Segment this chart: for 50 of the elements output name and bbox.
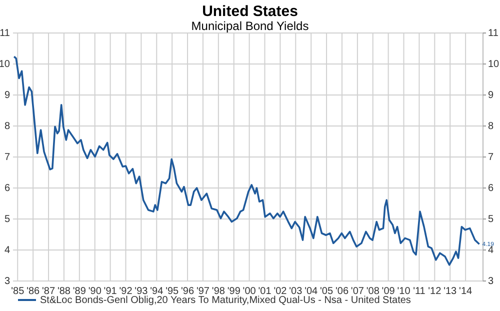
y-tick-label: 8 <box>4 121 10 132</box>
x-tick-label: '90 <box>88 286 102 298</box>
line-series <box>13 56 480 266</box>
y-tick-label: 9 <box>4 90 10 102</box>
y-tick-label: 11 <box>0 28 10 40</box>
x-tick-label: '96 <box>181 286 194 298</box>
x-tick-label: '98 <box>212 286 226 298</box>
x-tick-label: '88 <box>57 286 71 298</box>
y2-tick-label: 5 <box>488 214 494 226</box>
y-tick-label: 10 <box>0 59 10 70</box>
y2-tick-label: 4 <box>488 245 494 256</box>
x-tick-label: '91 <box>104 286 118 298</box>
x-tick-label: '04 <box>304 286 318 298</box>
y-tick-label: 4 <box>4 245 10 256</box>
y2-tick-label: 3 <box>488 276 494 288</box>
y-tick-label: 6 <box>4 183 10 194</box>
x-tick-label: '89 <box>72 286 86 298</box>
y2-tick-label: 9 <box>488 90 494 102</box>
x-tick-label: '94 <box>150 286 164 298</box>
x-tick-label: '86 <box>26 286 40 298</box>
x-tick-label: '92 <box>119 286 133 298</box>
x-tick-label: '14 <box>459 286 472 298</box>
x-tick-label: '12 <box>428 286 442 298</box>
x-tick-label: '85 <box>11 286 25 298</box>
x-tick-label: '07 <box>350 286 364 298</box>
x-tick-label: '10 <box>397 286 411 298</box>
x-tick-label: '97 <box>196 286 210 298</box>
x-tick-label: '95 <box>166 286 180 298</box>
chart-subtitle: Municipal Bond Yields <box>191 19 309 33</box>
y2-tick-label: 11 <box>488 28 499 40</box>
legend-label: St&Loc Bonds-Genl Oblig,20 Years To Maturity,Mixed Qual-Us - Nsa - United States <box>40 295 411 306</box>
x-tick-label: '11 <box>413 286 426 298</box>
x-tick-label: '01 <box>258 286 272 298</box>
y2-tick-label: 10 <box>488 59 500 70</box>
x-tick-label: '02 <box>274 286 288 298</box>
x-tick-label: '09 <box>382 286 396 298</box>
y-tick-label: 7 <box>4 152 10 164</box>
y2-tick-label: 6 <box>488 183 494 194</box>
chart-title: United States <box>202 3 298 20</box>
x-tick-label: '13 <box>444 286 458 298</box>
x-tick-label: '00 <box>242 286 256 298</box>
x-tick-label: '03 <box>289 286 303 298</box>
x-tick-label: '87 <box>42 286 56 298</box>
y-tick-label: 3 <box>4 276 10 288</box>
x-tick-label: '99 <box>227 286 241 298</box>
x-tick-label: '06 <box>335 286 349 298</box>
y2-tick-label: 8 <box>488 121 494 132</box>
y2-tick-label: 7 <box>488 152 494 164</box>
x-tick-label: '05 <box>320 286 334 298</box>
y-tick-label: 5 <box>4 214 10 226</box>
